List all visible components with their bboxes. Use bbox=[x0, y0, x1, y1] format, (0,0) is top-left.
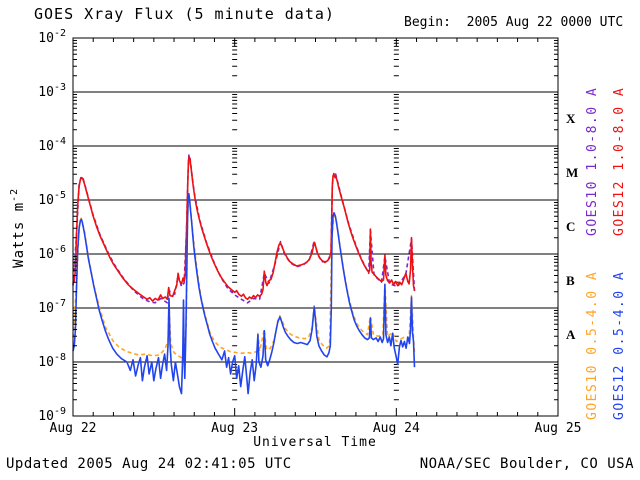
legend-goes12-1-0-8-0-a: GOES12 1.0-8.0 A bbox=[612, 87, 627, 236]
page-title: GOES Xray Flux (5 minute data) bbox=[34, 5, 335, 23]
legend-goes10-1-0-8-0-a: GOES10 1.0-8.0 A bbox=[585, 87, 600, 236]
x-tick-label: Aug 23 bbox=[211, 421, 258, 436]
y-axis-label: Watts m-2 bbox=[9, 148, 27, 308]
x-axis-label: Universal Time bbox=[253, 435, 377, 450]
flare-class-label: C bbox=[566, 219, 575, 234]
series-goes12-0-5-4-0-a bbox=[72, 193, 416, 395]
flare-class-label: M bbox=[566, 165, 578, 180]
x-tick-label: Aug 24 bbox=[373, 421, 420, 436]
legend-goes10-0-5-4-0-a: GOES10 0.5-4.0 A bbox=[585, 271, 600, 420]
series-goes10-0-5-4-0-a bbox=[72, 195, 416, 359]
y-tick-label: 10-8 bbox=[38, 352, 66, 370]
flare-class-label: B bbox=[566, 273, 575, 288]
x-tick-label: Aug 22 bbox=[50, 421, 97, 436]
y-tick-label: 10-3 bbox=[38, 82, 66, 100]
x-tick-label: Aug 25 bbox=[535, 421, 582, 436]
source-credit: NOAA/SEC Boulder, CO USA bbox=[419, 456, 634, 472]
y-tick-label: 10-5 bbox=[38, 190, 66, 208]
begin-time-label: Begin: 2005 Aug 22 0000 UTC bbox=[404, 15, 624, 30]
updated-timestamp: Updated 2005 Aug 24 02:41:05 UTC bbox=[6, 456, 292, 472]
flare-class-label: A bbox=[566, 327, 576, 342]
flare-class-label: X bbox=[566, 111, 576, 126]
y-tick-label: 10-2 bbox=[38, 28, 66, 46]
y-tick-label: 10-4 bbox=[38, 136, 66, 154]
y-tick-label: 10-7 bbox=[38, 298, 66, 316]
legend-goes12-0-5-4-0-a: GOES12 0.5-4.0 A bbox=[612, 271, 627, 420]
y-tick-label: 10-6 bbox=[38, 244, 66, 262]
y-axis-label-exponent: -2 bbox=[9, 187, 21, 202]
series-goes12-1-0-8-0-a bbox=[72, 156, 416, 302]
y-axis-label-base: Watts m bbox=[10, 201, 27, 268]
